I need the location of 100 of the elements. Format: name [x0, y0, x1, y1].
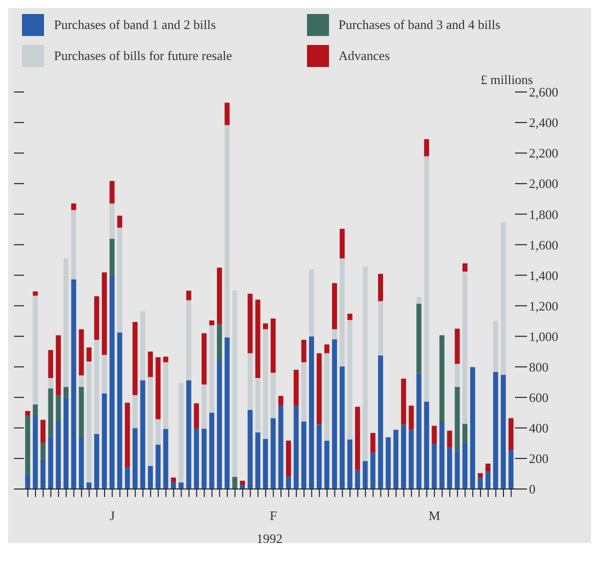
bar: [94, 296, 100, 340]
bar: [324, 440, 330, 489]
y-tick-label: 800: [529, 359, 548, 374]
bar: [94, 340, 100, 434]
bar: [186, 300, 192, 380]
bar: [56, 422, 61, 489]
bar: [462, 263, 468, 272]
bar: [370, 452, 376, 489]
bar: [216, 324, 222, 360]
bar: [148, 466, 153, 489]
y-tick-label: 1,600: [529, 237, 558, 252]
x-axis-title: 1992: [256, 531, 282, 546]
bar: [40, 420, 46, 443]
bar: [86, 482, 92, 489]
bar: [401, 424, 406, 489]
y-axis-title: £ millions: [480, 72, 533, 88]
bar: [462, 272, 468, 424]
bar: [439, 335, 444, 422]
bar: [478, 473, 483, 478]
bar: [170, 482, 176, 489]
bar: [78, 375, 84, 387]
bar: [40, 459, 46, 489]
bar: [432, 444, 437, 489]
bar: [270, 418, 276, 489]
bar: [248, 294, 253, 354]
bar: [408, 406, 414, 430]
bar: [447, 448, 452, 489]
bar: [340, 228, 345, 258]
bar: [255, 300, 260, 378]
bar: [316, 424, 322, 489]
bar: [378, 301, 384, 356]
bar: [48, 388, 54, 436]
legend-label: Purchases of band 1 and 2 bills: [54, 16, 216, 32]
bar: [48, 436, 54, 489]
bar: [332, 329, 338, 340]
bar: [416, 296, 422, 304]
bar: [424, 156, 430, 402]
bar: [393, 430, 398, 489]
bar: [294, 406, 299, 489]
bar: [332, 283, 338, 330]
y-tick-label: 0: [529, 482, 536, 497]
bar: [232, 290, 238, 477]
bar: [240, 480, 245, 486]
bar: [447, 430, 452, 448]
bar: [224, 338, 230, 489]
bar: [478, 478, 483, 489]
bar: [110, 238, 115, 276]
bar: [64, 258, 69, 387]
bar: [71, 203, 76, 210]
bar: [301, 340, 306, 362]
y-tick-label: 400: [529, 420, 548, 436]
bar: [355, 406, 360, 470]
bar: [485, 464, 490, 472]
bar: [286, 440, 291, 477]
bar: [194, 403, 199, 429]
bar: [156, 357, 161, 420]
bar: [248, 410, 253, 489]
bar: [424, 139, 430, 156]
bar: [270, 318, 276, 373]
bar: [25, 410, 30, 416]
bar: [132, 395, 138, 428]
bar: [156, 444, 161, 489]
bar: [148, 377, 153, 466]
bar: [324, 353, 330, 441]
bar: [163, 362, 168, 429]
bar: [78, 438, 84, 489]
bar: [301, 362, 306, 422]
bar: [78, 386, 84, 438]
bar: [202, 384, 207, 429]
y-tick-label: 2,000: [529, 176, 558, 192]
y-tick-label: 1,000: [529, 328, 558, 344]
bar: [78, 329, 84, 376]
bar: [508, 418, 514, 450]
bar: [64, 397, 69, 489]
bar: [470, 367, 476, 489]
bar: [117, 332, 122, 489]
bar: [194, 428, 199, 489]
bar: [439, 422, 444, 489]
bar: [500, 374, 506, 489]
legend-label: Advances: [338, 48, 390, 64]
bar: [209, 412, 214, 489]
bar: [262, 438, 268, 489]
bar: [278, 396, 284, 406]
bar: [202, 428, 207, 489]
bar: [110, 181, 115, 204]
bar: [48, 378, 54, 389]
bar: [186, 290, 192, 300]
bar: [493, 372, 498, 489]
bar: [25, 416, 30, 474]
bar: [224, 102, 230, 126]
bar: [64, 386, 69, 398]
bar: [117, 216, 122, 228]
bar: [401, 378, 406, 425]
bar: [454, 386, 460, 452]
bar: [163, 428, 168, 489]
bar: [48, 350, 54, 378]
bar: [94, 434, 100, 489]
bar: [140, 311, 146, 380]
bar: [209, 325, 214, 413]
bar: [255, 432, 260, 489]
